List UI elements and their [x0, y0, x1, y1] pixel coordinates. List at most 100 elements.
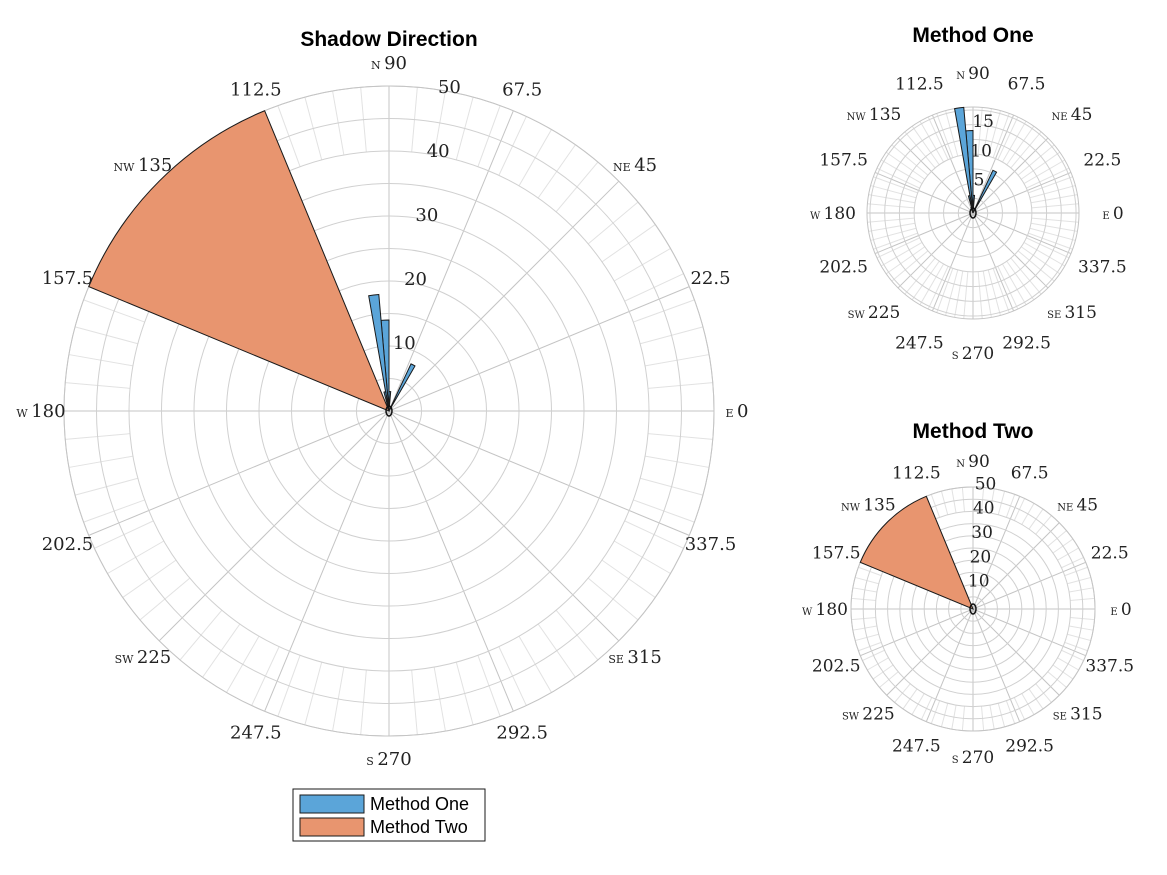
minor-spoke	[927, 116, 949, 160]
minor-spoke	[945, 269, 959, 316]
cardinal-label: SW	[115, 653, 137, 666]
angle-value: 157.5	[819, 150, 868, 170]
angle-tick-label: 292.5	[1005, 737, 1054, 757]
radial-gridline	[874, 510, 1072, 708]
angle-tick-label: NE 45	[613, 155, 657, 176]
angle-value: 45	[634, 155, 657, 176]
radial-tick-label: 40	[973, 499, 995, 519]
angle-tick-label: 337.5	[685, 534, 737, 555]
bar-method-one	[972, 169, 998, 214]
minor-spoke	[891, 144, 929, 176]
angle-tick-label: 202.5	[819, 258, 868, 278]
minor-spoke	[868, 194, 916, 204]
minor-spoke	[1028, 232, 1073, 250]
angle-value: 67.5	[1008, 75, 1046, 95]
radial-tick-label: 10	[393, 333, 416, 354]
minor-spoke	[1006, 260, 1035, 301]
minor-spoke	[1030, 194, 1078, 204]
minor-spoke	[876, 167, 920, 189]
cardinal-label: NW	[841, 502, 863, 513]
minor-spoke	[977, 107, 983, 155]
minor-spoke	[919, 120, 944, 163]
angle-tick-label: 22.5	[1083, 150, 1121, 170]
angle-tick-label: W 180	[16, 401, 65, 422]
cardinal-label: W	[810, 211, 823, 222]
bar-method-one	[368, 293, 390, 412]
angle-value: 315	[627, 647, 661, 668]
cardinal-label: NW	[114, 161, 138, 174]
angle-value: 22.5	[1091, 543, 1129, 563]
minor-spoke	[870, 227, 917, 241]
angle-tick-label: W 180	[802, 600, 848, 620]
angle-tick-label: SE 315	[608, 647, 661, 668]
minor-spoke	[1017, 250, 1055, 282]
cardinal-label: E	[1110, 607, 1120, 618]
origin-marker	[969, 603, 977, 615]
angle-tick-label: 337.5	[1085, 657, 1134, 677]
cardinal-label: E	[1102, 211, 1112, 222]
radial-tick-label: 50	[975, 474, 997, 494]
cardinal-label: N	[956, 459, 968, 470]
angle-value: 270	[962, 748, 994, 768]
angle-tick-label: E 0	[726, 401, 749, 422]
angle-value: 225	[862, 705, 894, 725]
angle-tick-label: NW 135	[114, 155, 173, 176]
minor-spoke	[1029, 227, 1076, 241]
minor-spoke	[954, 270, 964, 318]
angle-value: 90	[384, 53, 407, 74]
radial-tick-label: 15	[972, 112, 994, 132]
angle-tick-label: NW 135	[847, 105, 902, 125]
angle-tick-label: SE 315	[1047, 303, 1097, 323]
minor-spoke	[880, 242, 923, 267]
angle-value: 337.5	[685, 534, 737, 555]
minor-spoke	[885, 151, 926, 180]
angle-value: 315	[1064, 303, 1096, 323]
minor-spoke	[880, 159, 923, 184]
angle-value: 112.5	[892, 463, 941, 483]
legend: Method One Method Two	[292, 788, 486, 842]
minor-spoke	[1029, 185, 1076, 199]
minor-spoke	[992, 113, 1010, 158]
minor-spoke	[1020, 151, 1061, 180]
chart-title: Method One	[912, 24, 1033, 47]
minor-spoke	[1020, 246, 1061, 275]
minor-spoke	[987, 269, 1001, 316]
minor-spoke	[1010, 257, 1042, 295]
angle-tick-label: 112.5	[895, 75, 944, 95]
cardinal-label: N	[371, 59, 384, 72]
minor-spoke	[936, 113, 954, 158]
angle-tick-label: SW 225	[848, 303, 901, 323]
minor-spoke	[1002, 263, 1027, 306]
angle-tick-label: 157.5	[812, 543, 861, 563]
angle-tick-label: E 0	[1102, 204, 1123, 224]
angle-tick-label: E 0	[1110, 600, 1131, 620]
legend-swatch-method-one	[299, 794, 365, 814]
angle-tick-label: N 90	[371, 53, 407, 74]
angle-value: 135	[138, 155, 172, 176]
angle-tick-label: 202.5	[812, 657, 861, 677]
bar-method-one	[954, 106, 974, 214]
angle-value: 0	[737, 401, 748, 422]
angle-tick-label: S 270	[952, 344, 994, 364]
cardinal-label: W	[802, 607, 815, 618]
angle-tick-label: NE 45	[1057, 495, 1098, 515]
angle-value: 202.5	[42, 534, 94, 555]
origin-marker	[385, 405, 393, 417]
radial-tick-label: 50	[438, 77, 461, 98]
chart-title: Method Two	[913, 420, 1034, 443]
radial-gridline	[869, 109, 1077, 317]
minor-spoke	[1028, 176, 1073, 194]
radial-gridline	[911, 547, 1035, 671]
angle-tick-label: 67.5	[1008, 75, 1046, 95]
cardinal-label: N	[956, 71, 968, 82]
angle-value: 22.5	[690, 268, 730, 289]
radial-gridline	[935, 571, 1011, 647]
outer-ring	[63, 85, 715, 737]
angle-tick-label: W 180	[810, 204, 856, 224]
angle-value: 270	[377, 749, 411, 770]
chart-title: Shadow Direction	[300, 28, 477, 51]
minor-spoke	[992, 268, 1010, 313]
minor-spoke	[867, 203, 915, 209]
